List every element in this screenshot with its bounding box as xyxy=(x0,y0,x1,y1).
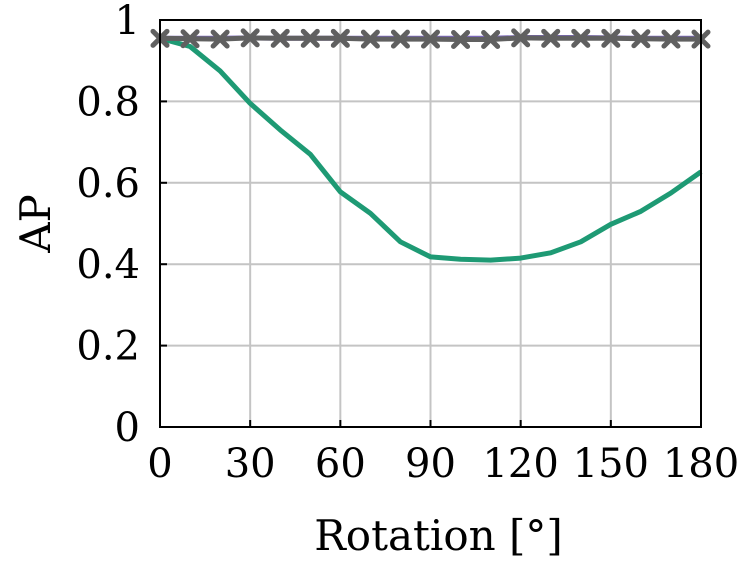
series-2-marker xyxy=(511,28,531,48)
y-tick-labels: 0 0.2 0.4 0.6 0.8 1 xyxy=(76,0,140,451)
x-tick-label: 120 xyxy=(482,441,558,487)
x-tick-label: 180 xyxy=(663,441,739,487)
y-tick-label: 0 xyxy=(115,405,140,451)
x-tick-label: 30 xyxy=(225,441,276,487)
series-2-marker xyxy=(390,29,410,49)
series-2-marker xyxy=(541,28,561,48)
series-2-marker xyxy=(240,28,260,48)
series-2-marker xyxy=(300,28,320,48)
series-2-marker xyxy=(601,28,621,48)
y-axis-label: AP xyxy=(11,194,60,254)
series-2-marker xyxy=(421,29,440,49)
plot-frame xyxy=(159,19,702,428)
series-2-marker xyxy=(451,30,471,50)
y-tick-label: 1 xyxy=(115,0,140,44)
grid xyxy=(159,19,702,428)
series-2-marker xyxy=(330,28,350,48)
x-tick-label: 60 xyxy=(315,441,366,487)
x-tick-label: 150 xyxy=(573,441,649,487)
series-2-marker xyxy=(661,29,681,49)
y-tick-label: 0.2 xyxy=(76,324,140,370)
series-2-marker xyxy=(481,30,501,50)
series-2-marker xyxy=(571,28,591,48)
y-tick-label: 0.4 xyxy=(76,242,140,288)
x-tick-label: 90 xyxy=(405,441,456,487)
series-lines xyxy=(150,28,711,263)
x-tick-labels: 0 30 60 90 120 150 180 xyxy=(147,441,739,487)
y-tick-label: 0.6 xyxy=(76,161,140,207)
series-2-marker xyxy=(210,29,230,49)
series-2-marker xyxy=(270,28,290,48)
y-tick-label: 0.8 xyxy=(76,79,140,125)
series-2-marker xyxy=(180,29,200,49)
series-2-marker xyxy=(360,29,380,49)
x-tick-label: 0 xyxy=(147,441,172,487)
series-line-0 xyxy=(159,35,703,263)
x-axis-label: Rotation [°] xyxy=(314,511,563,560)
series-2-marker xyxy=(631,29,651,49)
